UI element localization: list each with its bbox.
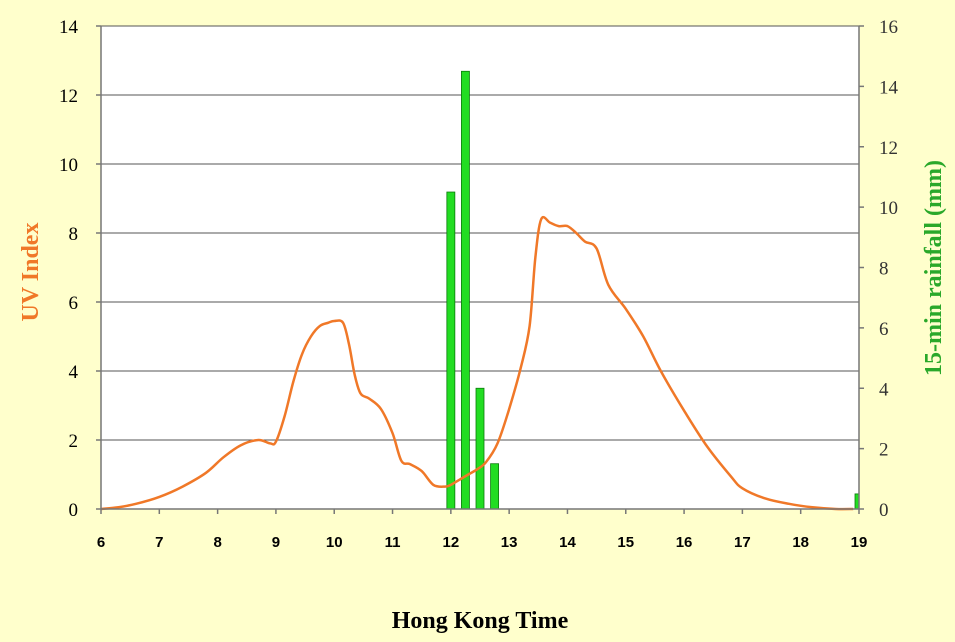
x-tick-label: 11 — [385, 534, 401, 551]
x-tick-label: 12 — [443, 534, 460, 551]
left-tick-label: 6 — [69, 293, 79, 314]
gridlines — [101, 25, 859, 441]
x-tick-label: 6 — [97, 534, 105, 551]
right-tick-label: 10 — [879, 198, 898, 219]
right-axis-title: 15-min rainfall (mm) — [921, 160, 947, 376]
x-tick-label: 8 — [213, 534, 221, 551]
x-tick-label: 15 — [617, 534, 634, 551]
right-tick-label: 6 — [879, 319, 889, 340]
right-tick-label: 4 — [879, 379, 889, 400]
x-tick-label: 9 — [272, 534, 280, 551]
rainfall-bar — [475, 387, 485, 510]
x-tick-label: 7 — [155, 534, 163, 551]
left-tick-label: 2 — [69, 431, 79, 452]
x-tick-label: 18 — [792, 534, 809, 551]
right-tick-label: 16 — [879, 17, 898, 38]
x-axis-title: Hong Kong Time — [392, 608, 569, 634]
right-tick-label: 14 — [879, 77, 899, 98]
x-tick-label: 19 — [851, 534, 868, 551]
left-tick-label: 10 — [59, 155, 78, 176]
right-tick-label: 12 — [879, 138, 898, 159]
right-tick-label: 0 — [879, 500, 889, 521]
rainfall-bar — [461, 70, 470, 510]
left-tick-label: 0 — [69, 500, 79, 521]
x-tick-label: 13 — [501, 534, 518, 551]
uv-index-line — [100, 215, 854, 511]
left-tick-label: 8 — [69, 224, 79, 245]
x-tick-label: 16 — [676, 534, 693, 551]
right-tick-label: 2 — [879, 440, 889, 461]
left-tick-label: 4 — [69, 362, 79, 383]
rainfall-bar — [490, 463, 499, 510]
left-axis-title: UV Index — [18, 223, 44, 322]
x-tick-label: 14 — [559, 534, 576, 551]
tick-labels: 0 2 4 6 8 10 12 14 0 2 4 6 8 10 12 14 16 6 7 8 9 10 11 12 13 14 15… — [59, 17, 899, 551]
x-tick-label: 17 — [734, 534, 751, 551]
rainfall-bar — [446, 191, 456, 510]
left-tick-label: 14 — [59, 17, 79, 38]
left-tick-label: 12 — [59, 86, 78, 107]
x-tick-label: 10 — [326, 534, 343, 551]
right-tick-label: 8 — [879, 259, 889, 280]
